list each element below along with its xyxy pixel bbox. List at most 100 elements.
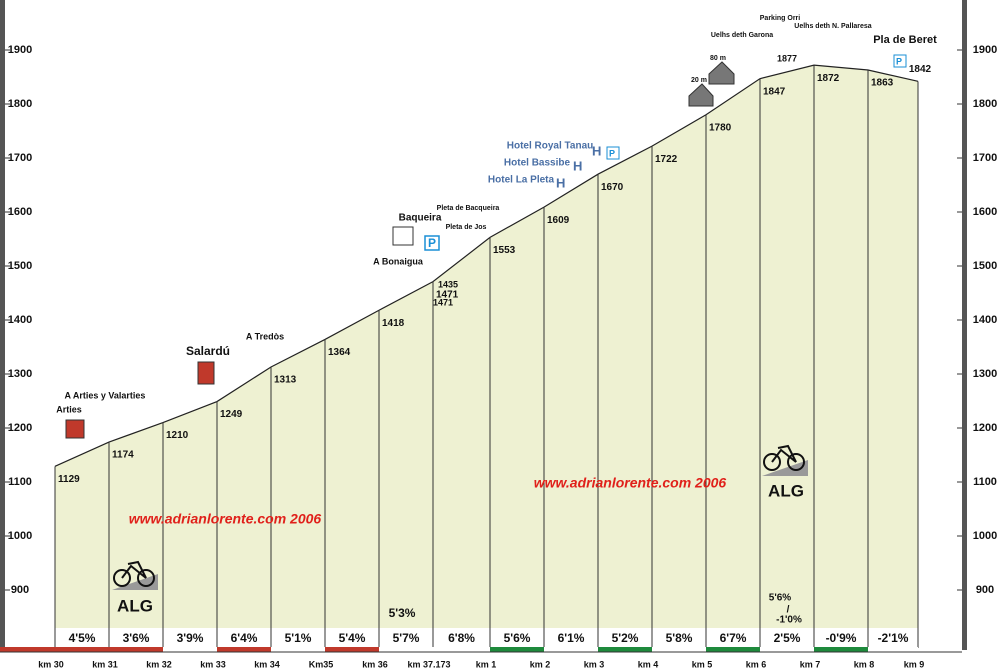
y-tick-label: 1800 bbox=[8, 98, 32, 110]
y-tick-label: 1400 bbox=[973, 314, 997, 326]
annotation: Uelhs deth N. Pallaresa bbox=[794, 23, 872, 30]
annotation: 5'6% bbox=[769, 593, 792, 604]
y-tick-label: 1000 bbox=[8, 530, 32, 542]
segment-strip bbox=[433, 647, 490, 652]
altitude-label: 1842 bbox=[909, 64, 932, 75]
segment-strip bbox=[55, 647, 109, 652]
annotation: 5'3% bbox=[389, 606, 416, 620]
altitude-label: 1780 bbox=[709, 122, 732, 133]
svg-text:P: P bbox=[428, 236, 436, 250]
y-tick-label: 1700 bbox=[8, 152, 32, 164]
segment-strip bbox=[652, 647, 706, 652]
altitude-label: 1129 bbox=[58, 474, 80, 485]
annotation: A Arties y Valarties bbox=[65, 390, 146, 400]
parking-icon bbox=[424, 235, 440, 251]
segment-strip bbox=[544, 647, 598, 652]
annotation: Pleta de Bacqueira bbox=[437, 205, 500, 212]
gradient-label: 5'7% bbox=[393, 631, 420, 645]
segment-strip bbox=[490, 647, 544, 652]
y-tick-label: 900 bbox=[11, 584, 29, 596]
x-tick-label: km 31 bbox=[92, 659, 118, 669]
house-icons bbox=[65, 61, 735, 439]
annotation: Hotel Bassibe bbox=[504, 158, 571, 169]
logo: ALG bbox=[768, 481, 804, 500]
icon-labels: P P P H H H bbox=[428, 56, 902, 250]
watermark: www.adrianlorente.com 2006 bbox=[129, 511, 322, 527]
gradient-label: 5'1% bbox=[285, 631, 312, 645]
gradient-label: 5'8% bbox=[666, 631, 693, 645]
svg-text:P: P bbox=[609, 148, 615, 158]
bike-icon bbox=[112, 444, 808, 590]
gradient-label: 6'7% bbox=[720, 631, 747, 645]
annotation: Parking Orri bbox=[760, 15, 801, 22]
segment-strip bbox=[706, 647, 760, 652]
annotation: -1'0% bbox=[776, 615, 802, 626]
x-tick-label: km 9 bbox=[904, 659, 925, 669]
annotation: Uelhs deth Garona bbox=[711, 32, 773, 39]
x-tick-label: km 33 bbox=[200, 659, 226, 669]
y-tick-label: 1000 bbox=[973, 530, 997, 542]
altitude-label: 1609 bbox=[547, 215, 570, 226]
annotation: 1471 bbox=[433, 297, 453, 307]
altitude-label: 1418 bbox=[382, 318, 405, 329]
watermark: www.adrianlorente.com 2006 bbox=[534, 475, 727, 491]
segment-strip bbox=[217, 647, 271, 652]
annotation: 20 m bbox=[691, 77, 707, 84]
y-tick-label: 1900 bbox=[8, 44, 32, 56]
y-tick-label: 1200 bbox=[973, 422, 997, 434]
segment-strip bbox=[379, 647, 433, 652]
altitude-label: 1174 bbox=[112, 450, 134, 461]
annotation: 1877 bbox=[777, 53, 797, 63]
altitude-label: 1863 bbox=[871, 78, 894, 89]
annotation: Pleta de Jos bbox=[446, 224, 487, 231]
annotation: / bbox=[787, 605, 790, 616]
y-tick-label: 1600 bbox=[8, 206, 32, 218]
gradient-label: 3'9% bbox=[177, 631, 204, 645]
y-tick-label: 1100 bbox=[8, 476, 32, 488]
x-tick-label: km 7 bbox=[800, 659, 821, 669]
x-tick-label: km 34 bbox=[254, 659, 280, 669]
x-tick-label: Km35 bbox=[309, 659, 334, 669]
annotation: A Bonaigua bbox=[373, 256, 424, 266]
x-tick-label: km 36 bbox=[362, 659, 388, 669]
gradient-label: 5'6% bbox=[504, 631, 531, 645]
altitude-label: 1364 bbox=[328, 347, 351, 358]
altitude-label: 1847 bbox=[763, 86, 786, 97]
altitude-label: 1313 bbox=[274, 375, 297, 386]
segment-strip bbox=[868, 647, 918, 652]
segment-strip bbox=[109, 647, 163, 652]
altitude-label: 1210 bbox=[166, 430, 189, 441]
gradient-label: 5'2% bbox=[612, 631, 639, 645]
segment-strip bbox=[325, 647, 379, 652]
annotation: Hotel La Pleta bbox=[488, 175, 555, 186]
logo: ALG bbox=[117, 596, 153, 615]
y-tick-label: 1500 bbox=[8, 260, 32, 272]
annotation: 80 m bbox=[710, 55, 726, 62]
annotation: Hotel Royal Tanau bbox=[507, 141, 594, 152]
x-tick-label: km 6 bbox=[746, 659, 767, 669]
gradient-label: 4'5% bbox=[69, 631, 96, 645]
svg-text:H: H bbox=[556, 175, 565, 190]
profile-area bbox=[55, 65, 918, 649]
annotation: Arties bbox=[56, 404, 82, 414]
svg-text:H: H bbox=[573, 158, 582, 173]
segment-strip bbox=[271, 647, 325, 652]
y-tick-label: 1600 bbox=[973, 206, 997, 218]
x-tick-label: km 4 bbox=[638, 659, 659, 669]
gradient-label: 6'1% bbox=[558, 631, 585, 645]
altitude-label: 1670 bbox=[601, 182, 624, 193]
x-tick-label: km 3 bbox=[584, 659, 605, 669]
altitude-label: 1872 bbox=[817, 73, 840, 84]
gradient-label: -0'9% bbox=[826, 631, 857, 645]
parking-icon bbox=[606, 146, 620, 160]
ski-icon bbox=[392, 226, 414, 246]
y-tick-label: 1300 bbox=[8, 368, 32, 380]
x-tick-label: km 37.173 bbox=[407, 659, 450, 669]
segment-strip bbox=[163, 647, 217, 652]
gradient-label: -2'1% bbox=[878, 631, 909, 645]
annotation: Baqueira bbox=[399, 213, 442, 224]
annotation: 1435 bbox=[438, 279, 458, 289]
segment-strip bbox=[760, 647, 814, 652]
x-tick-label: km 1 bbox=[476, 659, 497, 669]
